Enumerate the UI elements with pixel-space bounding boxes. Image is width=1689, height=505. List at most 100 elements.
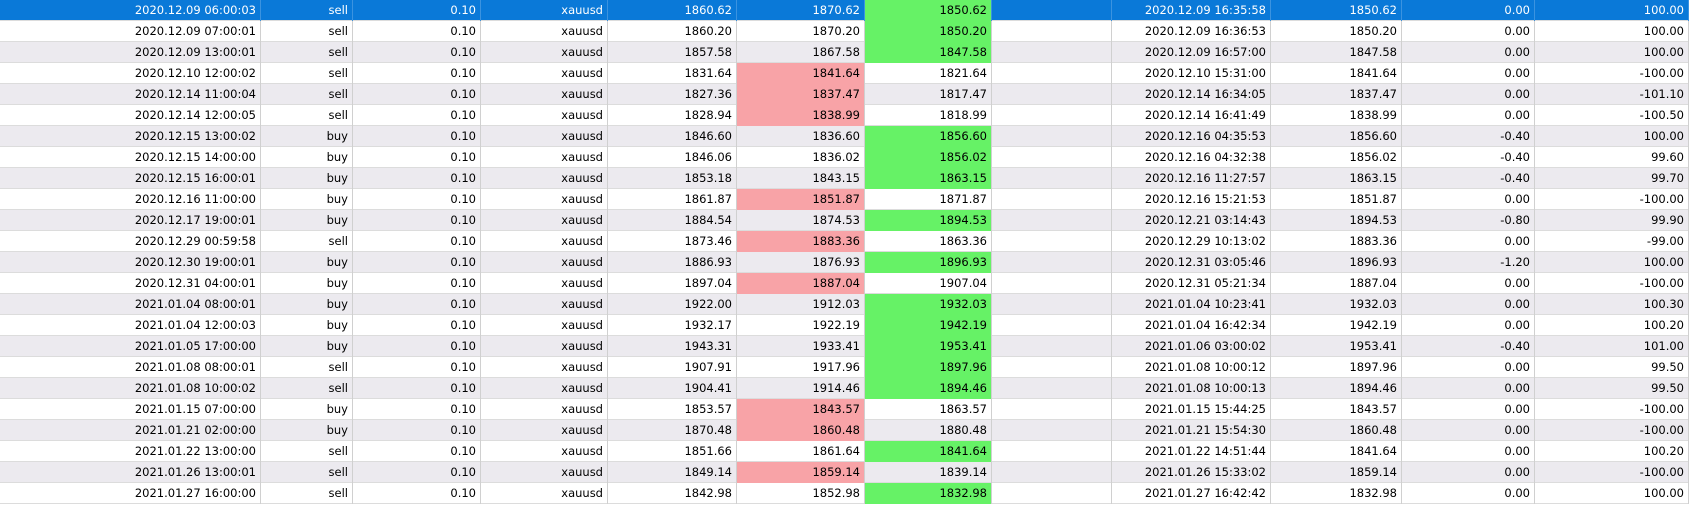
cell-symbol: xauusd	[481, 336, 608, 357]
cell-commission: -0.40	[1402, 126, 1535, 147]
cell-commission: -1.20	[1402, 252, 1535, 273]
cell-open-price: 1907.91	[608, 357, 737, 378]
cell-take-profit: 1863.36	[865, 231, 992, 252]
cell-take-profit: 1818.99	[865, 105, 992, 126]
cell-volume: 0.10	[353, 399, 481, 420]
table-row[interactable]: 2021.01.22 13:00:00 sell 0.10 xauusd 1851.66…	[0, 441, 1689, 462]
cell-trade-type: sell	[261, 231, 353, 252]
cell-symbol: xauusd	[481, 42, 608, 63]
cell-open-price: 1873.46	[608, 231, 737, 252]
cell-open-time: 2020.12.10 12:00:02	[0, 63, 261, 84]
cell-trade-type: buy	[261, 252, 353, 273]
cell-commission: 0.00	[1402, 483, 1535, 504]
cell-close-time: 2020.12.09 16:57:00	[1112, 42, 1271, 63]
cell-volume: 0.10	[353, 336, 481, 357]
table-row[interactable]: 2021.01.05 17:00:00 buy 0.10 xauusd 1943.31 1…	[0, 336, 1689, 357]
cell-profit: 99.60	[1535, 147, 1689, 168]
table-row[interactable]: 2021.01.04 08:00:01 buy 0.10 xauusd 1922.00 1…	[0, 294, 1689, 315]
cell-open-time: 2020.12.15 16:00:01	[0, 168, 261, 189]
cell-close-price: 1896.93	[1271, 252, 1402, 273]
table-row[interactable]: 2021.01.08 08:00:01 sell 0.10 xauusd 1907.91…	[0, 357, 1689, 378]
cell-open-price: 1849.14	[608, 462, 737, 483]
cell-commission: 0.00	[1402, 294, 1535, 315]
table-row[interactable]: 2020.12.09 13:00:01 sell 0.10 xauusd 1857.58…	[0, 42, 1689, 63]
cell-close-time: 2021.01.21 15:54:30	[1112, 420, 1271, 441]
table-row[interactable]: 2021.01.15 07:00:00 buy 0.10 xauusd 1853.57 1…	[0, 399, 1689, 420]
table-row[interactable]: 2021.01.08 10:00:02 sell 0.10 xauusd 1904.41…	[0, 378, 1689, 399]
cell-close-price: 1837.47	[1271, 84, 1402, 105]
cell-trade-type: sell	[261, 105, 353, 126]
table-row[interactable]: 2020.12.30 19:00:01 buy 0.10 xauusd 1886.93 1…	[0, 252, 1689, 273]
table-row[interactable]: 2020.12.10 12:00:02 sell 0.10 xauusd 1831.64…	[0, 63, 1689, 84]
cell-stop-loss: 1887.04	[737, 273, 865, 294]
cell-symbol: xauusd	[481, 0, 608, 21]
cell-open-time: 2021.01.15 07:00:00	[0, 399, 261, 420]
cell-open-price: 1846.06	[608, 147, 737, 168]
cell-open-time: 2021.01.27 16:00:00	[0, 483, 261, 504]
cell-empty-column	[992, 21, 1112, 42]
table-row[interactable]: 2020.12.31 04:00:01 buy 0.10 xauusd 1897.04 1…	[0, 273, 1689, 294]
cell-open-price: 1897.04	[608, 273, 737, 294]
cell-take-profit: 1817.47	[865, 84, 992, 105]
table-row[interactable]: 2020.12.16 11:00:00 buy 0.10 xauusd 1861.87 1…	[0, 189, 1689, 210]
table-row[interactable]: 2020.12.15 16:00:01 buy 0.10 xauusd 1853.18 1…	[0, 168, 1689, 189]
cell-close-price: 1850.20	[1271, 21, 1402, 42]
cell-close-time: 2020.12.09 16:36:53	[1112, 21, 1271, 42]
table-row[interactable]: 2021.01.27 16:00:00 sell 0.10 xauusd 1842.98…	[0, 483, 1689, 504]
cell-close-time: 2020.12.09 16:35:58	[1112, 0, 1271, 21]
cell-profit: 100.00	[1535, 126, 1689, 147]
cell-volume: 0.10	[353, 21, 481, 42]
table-row[interactable]: 2020.12.14 12:00:05 sell 0.10 xauusd 1828.94…	[0, 105, 1689, 126]
cell-empty-column	[992, 399, 1112, 420]
cell-open-time: 2020.12.31 04:00:01	[0, 273, 261, 294]
cell-commission: 0.00	[1402, 420, 1535, 441]
cell-close-price: 1843.57	[1271, 399, 1402, 420]
cell-trade-type: sell	[261, 378, 353, 399]
cell-profit: 100.20	[1535, 441, 1689, 462]
table-row[interactable]: 2021.01.26 13:00:01 sell 0.10 xauusd 1849.14…	[0, 462, 1689, 483]
cell-close-time: 2020.12.29 10:13:02	[1112, 231, 1271, 252]
table-row[interactable]: 2020.12.14 11:00:04 sell 0.10 xauusd 1827.36…	[0, 84, 1689, 105]
cell-close-price: 1851.87	[1271, 189, 1402, 210]
table-row[interactable]: 2020.12.17 19:00:01 buy 0.10 xauusd 1884.54 1…	[0, 210, 1689, 231]
cell-close-price: 1953.41	[1271, 336, 1402, 357]
cell-trade-type: sell	[261, 42, 353, 63]
cell-close-price: 1847.58	[1271, 42, 1402, 63]
cell-open-price: 1831.64	[608, 63, 737, 84]
cell-open-price: 1904.41	[608, 378, 737, 399]
cell-open-price: 1827.36	[608, 84, 737, 105]
table-row[interactable]: 2020.12.15 13:00:02 buy 0.10 xauusd 1846.60 1…	[0, 126, 1689, 147]
cell-open-time: 2020.12.15 14:00:00	[0, 147, 261, 168]
cell-symbol: xauusd	[481, 147, 608, 168]
cell-symbol: xauusd	[481, 294, 608, 315]
table-row[interactable]: 2020.12.09 06:00:03 sell 0.10 xauusd 1860.62…	[0, 0, 1689, 21]
cell-close-price: 1894.53	[1271, 210, 1402, 231]
cell-profit: 100.00	[1535, 0, 1689, 21]
table-row[interactable]: 2020.12.29 00:59:58 sell 0.10 xauusd 1873.46…	[0, 231, 1689, 252]
cell-symbol: xauusd	[481, 357, 608, 378]
cell-trade-type: buy	[261, 315, 353, 336]
cell-take-profit: 1897.96	[865, 357, 992, 378]
cell-symbol: xauusd	[481, 84, 608, 105]
cell-volume: 0.10	[353, 0, 481, 21]
cell-empty-column	[992, 378, 1112, 399]
cell-commission: -0.40	[1402, 336, 1535, 357]
cell-commission: 0.00	[1402, 315, 1535, 336]
cell-commission: 0.00	[1402, 462, 1535, 483]
cell-close-time: 2020.12.14 16:34:05	[1112, 84, 1271, 105]
table-row[interactable]: 2020.12.09 07:00:01 sell 0.10 xauusd 1860.20…	[0, 21, 1689, 42]
cell-trade-type: buy	[261, 210, 353, 231]
cell-close-price: 1863.15	[1271, 168, 1402, 189]
cell-commission: 0.00	[1402, 357, 1535, 378]
table-row[interactable]: 2021.01.04 12:00:03 buy 0.10 xauusd 1932.17 1…	[0, 315, 1689, 336]
cell-stop-loss: 1867.58	[737, 42, 865, 63]
table-row[interactable]: 2021.01.21 02:00:00 buy 0.10 xauusd 1870.48 1…	[0, 420, 1689, 441]
cell-close-time: 2021.01.04 16:42:34	[1112, 315, 1271, 336]
cell-trade-type: sell	[261, 63, 353, 84]
cell-open-price: 1857.58	[608, 42, 737, 63]
cell-stop-loss: 1870.62	[737, 0, 865, 21]
cell-empty-column	[992, 42, 1112, 63]
table-row[interactable]: 2020.12.15 14:00:00 buy 0.10 xauusd 1846.06 1…	[0, 147, 1689, 168]
cell-close-time: 2021.01.08 10:00:13	[1112, 378, 1271, 399]
